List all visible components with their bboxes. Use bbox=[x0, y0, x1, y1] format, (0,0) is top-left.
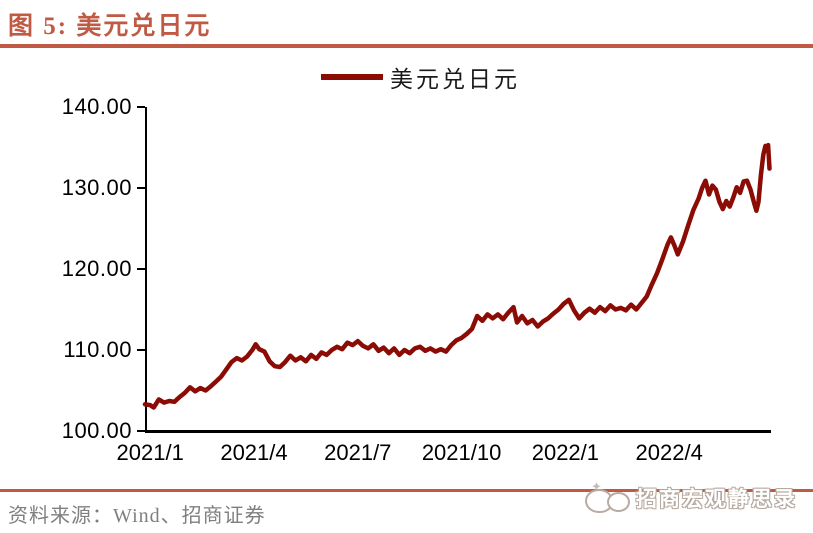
title-divider bbox=[0, 44, 813, 48]
y-axis-tick bbox=[137, 187, 145, 189]
y-axis-tick bbox=[137, 106, 145, 108]
y-axis-tick bbox=[137, 430, 145, 432]
y-axis-tick bbox=[137, 268, 145, 270]
source-note: 资料来源：Wind、招商证券 bbox=[8, 505, 266, 527]
x-axis-label: 2021/1 bbox=[116, 440, 184, 465]
x-axis-line bbox=[145, 430, 771, 433]
x-axis-label: 2021/7 bbox=[324, 440, 392, 465]
y-axis-line bbox=[145, 107, 147, 433]
line-path bbox=[142, 142, 772, 410]
x-axis-label: 2022/1 bbox=[531, 440, 600, 465]
y-axis-label: 100.00 bbox=[61, 418, 132, 443]
y-axis-label: 120.00 bbox=[61, 256, 132, 281]
footer-divider bbox=[0, 489, 813, 492]
chart-legend: 美元兑日元 bbox=[0, 60, 813, 94]
watermark: ✦ 招商宏观静思录 bbox=[583, 479, 797, 517]
x-axis-label: 2021/4 bbox=[220, 440, 288, 465]
figure-title: 图 5: 美元兑日元 bbox=[8, 13, 212, 40]
legend-label: 美元兑日元 bbox=[390, 67, 520, 92]
y-axis-tick bbox=[137, 349, 145, 351]
y-axis-label: 110.00 bbox=[63, 337, 132, 362]
watermark-text: 招商宏观静思录 bbox=[636, 487, 797, 511]
chat-bubbles-icon: ✦ bbox=[583, 479, 631, 517]
x-axis-label: 2022/4 bbox=[635, 440, 703, 465]
y-axis-label: 140.00 bbox=[61, 94, 132, 119]
x-axis-label: 2021/10 bbox=[421, 440, 502, 465]
legend-line-swatch bbox=[321, 74, 383, 80]
y-axis-label: 130.00 bbox=[61, 175, 132, 200]
